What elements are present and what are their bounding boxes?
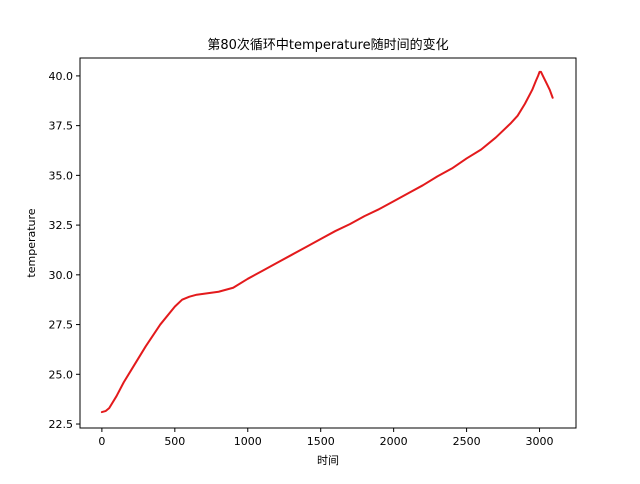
plot-frame [79, 57, 577, 429]
plot-area [100, 70, 554, 414]
y-tick-label: 27.5 [49, 319, 74, 332]
y-tick-label: 22.5 [49, 418, 74, 431]
y-tick-label: 35.0 [49, 169, 74, 182]
x-tick-label: 3000 [526, 435, 554, 448]
x-axis-label: 时间 [317, 454, 339, 467]
x-axis-ticks: 0 500 1000 1500 2000 2500 3000 [98, 428, 554, 448]
chart-title: 第80次循环中temperature随时间的变化 [207, 37, 448, 53]
y-tick-label: 37.5 [49, 120, 74, 133]
y-axis-label: temperature [25, 208, 38, 277]
x-tick-label: 2000 [380, 435, 408, 448]
y-tick-label: 30.0 [49, 269, 74, 282]
x-tick-label: 1500 [307, 435, 335, 448]
series-line-0 [100, 70, 554, 414]
y-tick-label: 32.5 [49, 219, 74, 232]
x-tick-label: 1000 [234, 435, 262, 448]
y-axis-ticks: 22.5 25.0 27.5 30.0 32.5 35.0 37.5 40.0 [49, 70, 80, 431]
x-tick-label: 0 [98, 435, 105, 448]
y-tick-label: 25.0 [49, 368, 74, 381]
x-tick-label: 2500 [453, 435, 481, 448]
y-tick-label: 40.0 [49, 70, 74, 83]
x-tick-label: 500 [164, 435, 185, 448]
